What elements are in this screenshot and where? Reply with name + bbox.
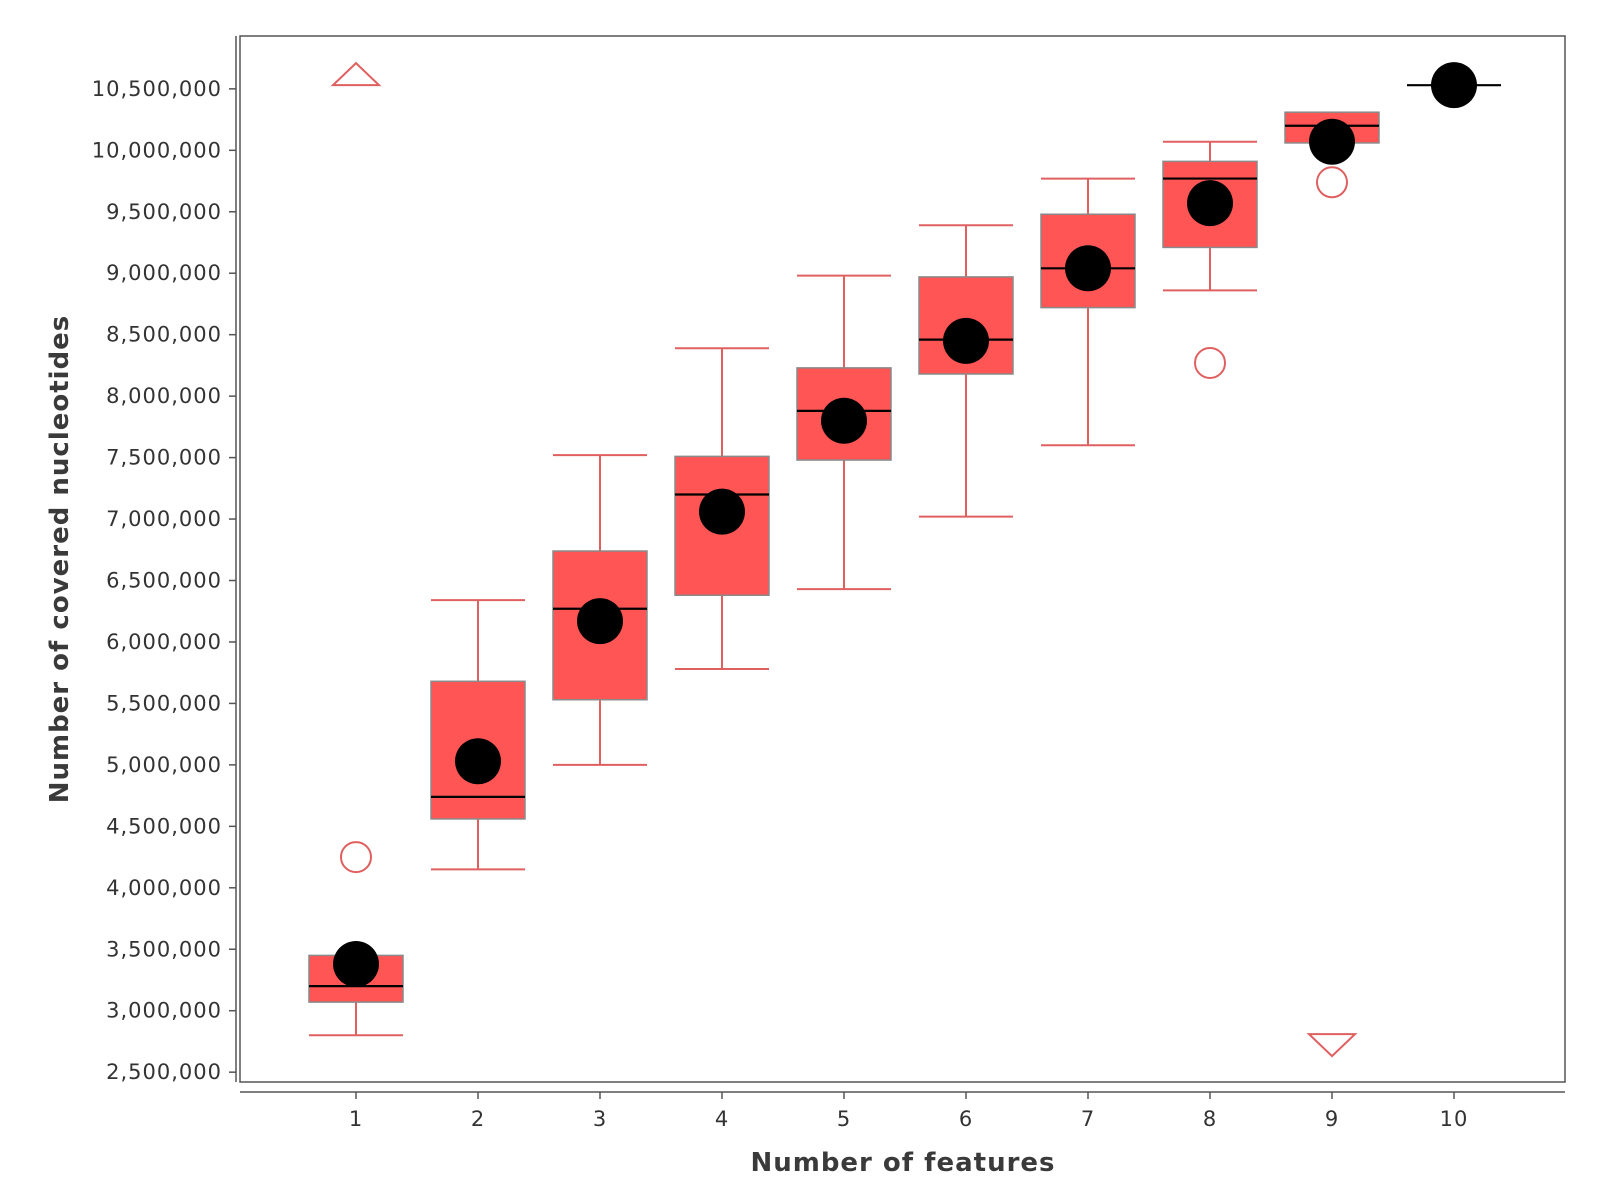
y-tick-label: 4,000,000 xyxy=(106,876,222,900)
x-tick-label: 7 xyxy=(1081,1107,1095,1131)
x-tick-label: 2 xyxy=(471,1107,485,1131)
mean-point xyxy=(943,317,989,364)
mean-point xyxy=(821,397,867,444)
x-tick-label: 4 xyxy=(715,1107,729,1131)
y-tick-label: 7,000,000 xyxy=(106,507,222,531)
box-marks xyxy=(308,61,1501,1058)
x-tick-label: 5 xyxy=(837,1107,851,1131)
x-axis-ticks: 1 2 3 4 5 6 7 8 9 10 xyxy=(349,1092,1469,1131)
y-tick-label: 6,500,000 xyxy=(106,569,222,593)
box-group-4 xyxy=(674,347,770,671)
x-tick-label: 9 xyxy=(1325,1107,1339,1131)
box-group-5 xyxy=(796,274,892,591)
y-tick-label: 9,500,000 xyxy=(106,200,222,224)
y-tick-label: 8,000,000 xyxy=(106,384,222,408)
plot-panel xyxy=(239,35,1566,1083)
mean-point xyxy=(1187,180,1233,227)
y-tick-label: 3,500,000 xyxy=(106,937,222,961)
y-axis-ticks: 2,500,000 3,000,000 3,500,000 4,000,000 4,50… xyxy=(92,77,236,1084)
box-group-7 xyxy=(1040,177,1136,447)
outlier-point xyxy=(1316,166,1348,199)
y-tick-label: 10,000,000 xyxy=(92,138,222,162)
y-tick-label: 6,000,000 xyxy=(106,630,222,654)
x-tick-label: 6 xyxy=(959,1107,973,1131)
box-group-10 xyxy=(1407,62,1501,109)
box-group-6 xyxy=(918,224,1014,518)
outlier-point xyxy=(1194,346,1226,379)
x-tick-label: 10 xyxy=(1440,1107,1469,1131)
x-tick-label: 1 xyxy=(349,1107,363,1131)
x-tick-label: 8 xyxy=(1203,1107,1217,1131)
mean-point xyxy=(1309,118,1355,165)
y-tick-label: 3,000,000 xyxy=(106,999,222,1023)
y-tick-label: 9,000,000 xyxy=(106,261,222,285)
y-tick-label: 7,500,000 xyxy=(106,446,222,470)
box-group-3 xyxy=(552,454,648,766)
triangle-down-marker xyxy=(1306,1033,1358,1058)
box-group-8 xyxy=(1162,140,1258,379)
x-axis-title: Number of features xyxy=(750,1148,1055,1178)
mean-point xyxy=(455,738,501,785)
mean-point xyxy=(699,488,745,535)
y-tick-label: 5,000,000 xyxy=(106,753,222,777)
mean-point xyxy=(333,941,379,988)
mean-point xyxy=(577,598,623,645)
y-tick-label: 5,500,000 xyxy=(106,691,222,715)
outlier-point xyxy=(340,841,372,874)
mean-point xyxy=(1065,245,1111,292)
box-group-9 xyxy=(1284,111,1380,199)
y-tick-label: 4,500,000 xyxy=(106,814,222,838)
triangle-up-marker xyxy=(330,61,382,87)
x-tick-label: 3 xyxy=(593,1107,607,1131)
y-tick-label: 2,500,000 xyxy=(106,1060,222,1084)
box-group-1 xyxy=(308,841,404,1037)
y-tick-label: 10,500,000 xyxy=(92,77,222,101)
box-group-2 xyxy=(430,599,526,871)
y-tick-label: 8,500,000 xyxy=(106,323,222,347)
y-axis-title: Number of covered nucleotides xyxy=(45,315,75,804)
mean-point xyxy=(1431,62,1477,109)
